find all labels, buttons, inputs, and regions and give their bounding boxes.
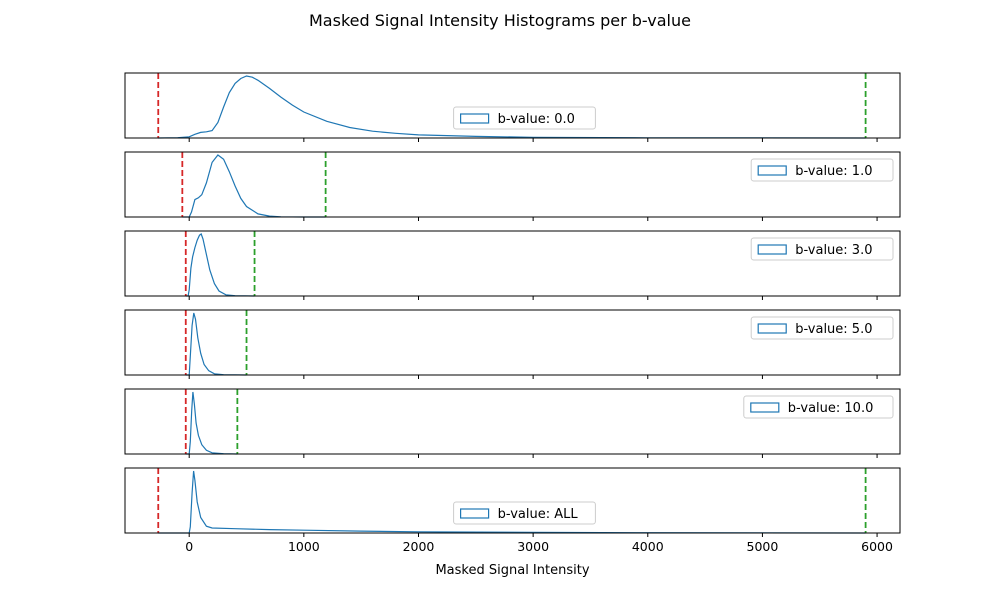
axes-frame [124,72,901,139]
x-tick-label: 6000 [861,539,893,554]
histogram-curve [185,233,255,297]
axes-frame [124,151,901,218]
legend-swatch [757,165,787,176]
panel-5: b-value: 10.0 [124,388,901,458]
legend: b-value: 1.0 [750,158,894,182]
legend-swatch [757,323,787,334]
panel-2: b-value: 1.0 [124,151,901,221]
legend: b-value: 0.0 [453,106,596,130]
legend-label: b-value: 3.0 [795,243,872,258]
x-tick-label: 5000 [747,539,779,554]
legend-label: b-value: ALL [498,507,579,522]
histogram-curve [182,154,326,218]
axes-frame [124,467,901,534]
histogram-curve [185,391,238,455]
x-tick-label: 3000 [517,539,549,554]
x-tick-label: 1000 [288,539,320,554]
legend-swatch [460,508,490,519]
legend-label: b-value: 0.0 [498,112,575,127]
axes-frame [124,230,901,297]
panel-1: b-value: 0.0 [124,72,901,142]
legend-swatch [757,244,787,255]
x-tick-label: 0 [185,539,193,554]
legend-label: b-value: 5.0 [795,322,872,337]
legend-box [743,395,894,419]
chart-title: Masked Signal Intensity Histograms per b… [309,11,691,30]
legend: b-value: ALL [453,501,596,525]
panel-6: b-value: ALL [124,467,901,537]
axes-frame [124,388,901,455]
panel-4: b-value: 5.0 [124,309,901,379]
axes-frame [124,309,901,376]
x-axis-label: Masked Signal Intensity [435,563,589,578]
legend: b-value: 3.0 [750,237,894,261]
legend: b-value: 5.0 [750,316,894,340]
x-tick-label: 2000 [403,539,435,554]
histogram-curve [185,312,247,376]
histogram-curve [158,470,866,534]
legend-label: b-value: 10.0 [788,401,874,416]
legend-label: b-value: 1.0 [795,164,872,179]
legend: b-value: 10.0 [743,395,894,419]
histogram-curve [158,75,866,139]
legend-swatch [460,113,490,124]
panel-3: b-value: 3.0 [124,230,901,300]
legend-swatch [750,402,780,413]
x-tick-label: 4000 [632,539,664,554]
